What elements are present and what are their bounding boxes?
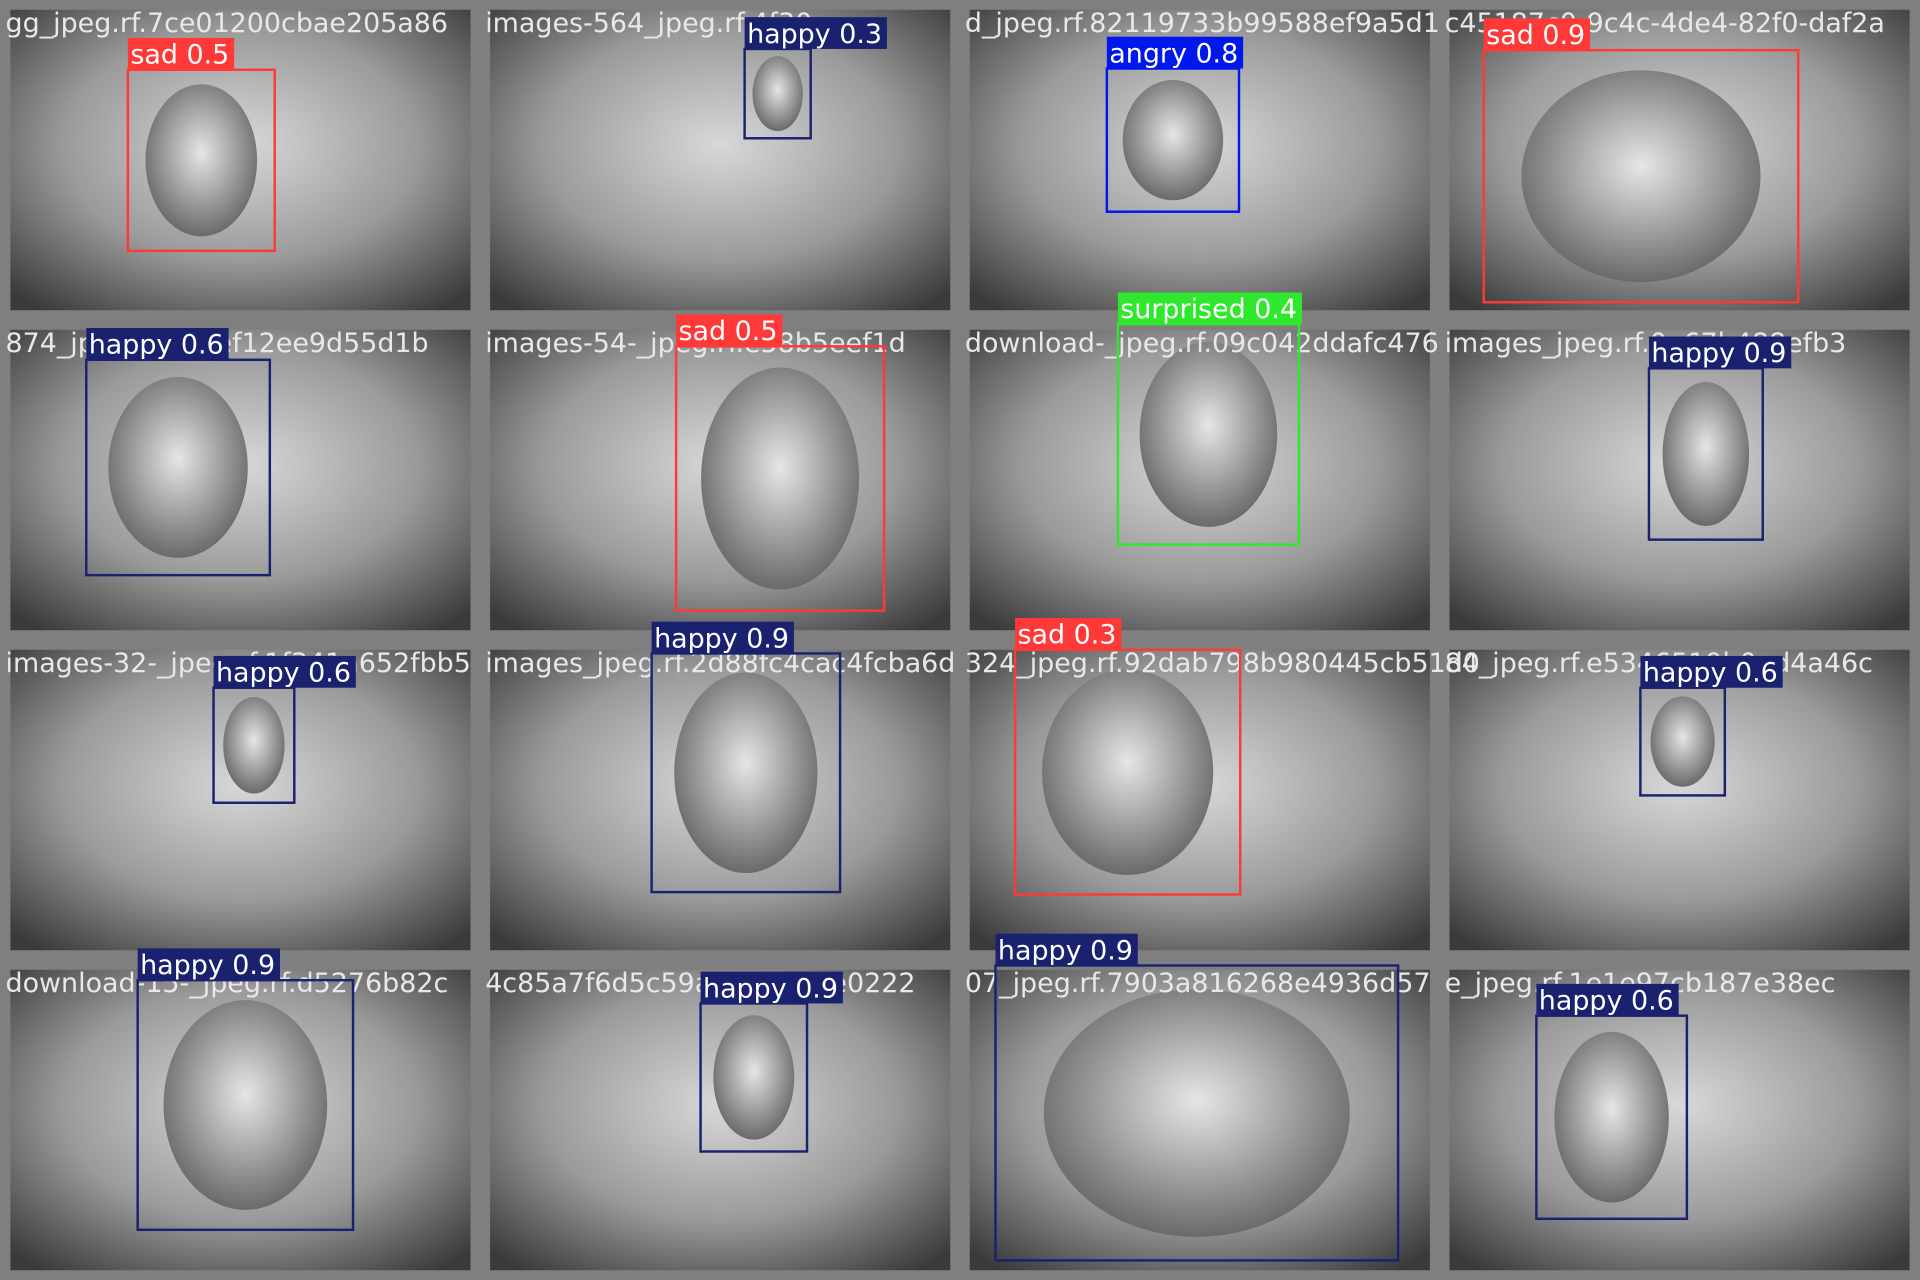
label-background xyxy=(995,933,1138,966)
face xyxy=(1043,989,1350,1237)
face xyxy=(1662,382,1750,526)
face xyxy=(713,1015,795,1140)
label-background xyxy=(1117,292,1302,325)
detection-label: sad 0.3 xyxy=(1018,620,1117,651)
face xyxy=(1139,341,1278,527)
face xyxy=(701,367,860,590)
face xyxy=(223,696,285,794)
detection-label: happy 0.6 xyxy=(216,658,351,689)
face xyxy=(145,84,258,237)
tile-image xyxy=(490,969,951,1271)
detection-label: sad 0.5 xyxy=(130,40,229,71)
face xyxy=(163,1000,328,1210)
label-background xyxy=(651,621,794,654)
filename: d_jpeg.rf.82119733b99588ef9a5d1 xyxy=(965,8,1440,39)
detection-label: happy 0.9 xyxy=(703,973,838,1004)
face xyxy=(1521,70,1761,283)
label-background xyxy=(1536,983,1679,1016)
face xyxy=(1122,79,1224,201)
tile-image xyxy=(1449,969,1910,1271)
detection-label: sad 0.9 xyxy=(1486,20,1585,51)
bounding-box xyxy=(1013,648,1242,896)
face xyxy=(752,56,803,132)
tile-image xyxy=(10,649,471,951)
detection-label: happy 0.9 xyxy=(140,950,275,981)
face xyxy=(1650,696,1715,787)
detection-label: angry 0.8 xyxy=(1109,38,1238,69)
filename: 324_jpeg.rf.92dab798b980445cb51d0 xyxy=(965,648,1480,679)
label-background xyxy=(676,314,783,347)
detection-label: happy 0.6 xyxy=(1643,658,1778,689)
label-background xyxy=(127,37,235,70)
detection-label: happy 0.6 xyxy=(89,330,224,361)
label-background xyxy=(213,655,356,688)
filename: gg_jpeg.rf.7ce01200cbae205a86 xyxy=(6,8,449,39)
label-background xyxy=(86,327,229,360)
filename: 07_jpeg.rf.7903a816268e4936d57 xyxy=(965,968,1431,999)
label-background xyxy=(137,948,280,981)
bounding-box xyxy=(1482,48,1800,304)
detection-label: happy 0.6 xyxy=(1539,986,1674,1017)
label-background xyxy=(1483,18,1591,51)
tile-image xyxy=(490,9,951,311)
label-background xyxy=(1106,36,1244,69)
face xyxy=(674,672,818,873)
filename: download-_jpeg.rf.09c042ddafc476 xyxy=(965,328,1439,359)
label-background xyxy=(744,17,887,49)
detection-label: surprised 0.4 xyxy=(1120,294,1297,325)
detection-label: happy 0.3 xyxy=(747,19,882,50)
label-background xyxy=(1015,617,1122,650)
detection-label: happy 0.9 xyxy=(654,623,789,654)
detection-label: sad 0.5 xyxy=(679,316,778,347)
detection-label: happy 0.9 xyxy=(1651,338,1786,369)
label-background xyxy=(1640,655,1783,688)
face xyxy=(108,377,248,558)
label-background xyxy=(700,971,843,1004)
face xyxy=(1554,1031,1669,1203)
tile-image xyxy=(1449,649,1910,951)
label-background xyxy=(1648,336,1792,369)
detection-label: happy 0.9 xyxy=(998,935,1133,966)
face xyxy=(1042,669,1214,875)
filename: 4c85a7f6d5c59ab49a831e0222 xyxy=(485,968,915,999)
bounding-box xyxy=(994,964,1400,1262)
